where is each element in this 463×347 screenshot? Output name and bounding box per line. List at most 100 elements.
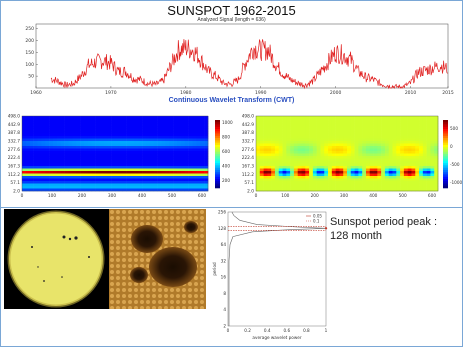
heatmap-cell: [149, 121, 155, 124]
heatmap-cell: [184, 136, 189, 139]
heatmap-cell: [324, 173, 329, 177]
heatmap-cell: [343, 126, 348, 129]
heatmap-cell: [115, 126, 120, 129]
heatmap-cell: [196, 126, 201, 129]
heatmap-cell: [161, 138, 166, 142]
heatmap-cell: [263, 161, 268, 164]
heatmap-cell: [134, 161, 139, 164]
heatmap-cell: [267, 146, 272, 149]
heatmap-cell: [365, 176, 371, 179]
heatmap-cell: [76, 168, 81, 172]
heatmap-cell: [278, 168, 283, 172]
colorbar-segment: [443, 160, 448, 164]
heatmap-cell: [146, 166, 151, 169]
heatmap-cell: [184, 143, 189, 147]
heatmap-cell: [99, 128, 104, 132]
heatmap-cell: [25, 186, 31, 189]
heatmap-cell: [196, 168, 201, 172]
heatmap-cell: [130, 166, 135, 169]
heatmap-cell: [161, 156, 166, 159]
heatmap-cell: [118, 118, 124, 122]
heatmap-cell: [107, 116, 112, 119]
heatmap-cell: [146, 133, 151, 137]
colorbar-segment: [215, 160, 220, 164]
heatmap-cell: [91, 171, 96, 174]
heatmap-cell: [149, 153, 155, 157]
colorbar-segment: [215, 185, 220, 189]
heatmap-cell: [297, 188, 302, 192]
heatmap-cell: [301, 168, 306, 172]
heatmap-cell: [204, 126, 209, 129]
heatmap-cell: [274, 183, 280, 187]
heatmap-cell: [126, 131, 131, 134]
heatmap-cell: [84, 156, 89, 159]
heatmap-cell: [149, 126, 155, 129]
heatmap-cell: [373, 176, 378, 179]
heatmap-cell: [388, 178, 393, 182]
heatmap-cell: [286, 168, 291, 172]
heatmap-cell: [407, 131, 412, 134]
heatmap-cell: [256, 118, 261, 122]
heatmap-cell: [381, 151, 386, 154]
heatmap-cell: [362, 121, 367, 124]
heatmap-cell: [293, 153, 299, 157]
colorbar-segment: [443, 169, 448, 173]
heatmap-cell: [316, 131, 321, 134]
heatmap-cell: [290, 181, 295, 184]
heatmap-cell: [103, 186, 108, 189]
heatmap-cell: [407, 121, 412, 124]
heatmap-cell: [184, 178, 189, 182]
heatmap-cell: [161, 116, 166, 119]
heatmap-cell: [196, 183, 201, 187]
heatmap-cell: [138, 143, 143, 147]
heatmap-cell: [37, 141, 42, 144]
heatmap-cell: [335, 171, 340, 174]
heatmap-cell: [153, 181, 158, 184]
heatmap-cell: [339, 131, 344, 134]
heatmap-cell: [29, 141, 34, 144]
heatmap-cell: [347, 171, 352, 174]
heatmap-cell: [309, 131, 314, 134]
heatmap-cell: [293, 156, 299, 159]
heatmap-cell: [134, 168, 139, 172]
heatmap-cell: [134, 126, 139, 129]
heatmap-cell: [184, 118, 189, 122]
heatmap-cell: [282, 126, 287, 129]
heatmap-cell: [415, 118, 420, 122]
heatmap-cell: [118, 141, 124, 144]
heatmap-cell: [259, 128, 264, 132]
heatmap-cell: [130, 181, 135, 184]
heatmap-cell: [392, 118, 397, 122]
heatmap-cell: [396, 121, 401, 124]
heatmap-cell: [60, 151, 65, 154]
heatmap-cell: [328, 141, 333, 144]
heatmap-cell: [362, 166, 367, 169]
heatmap-cell: [415, 171, 420, 174]
heatmap-cell: [278, 128, 283, 132]
heatmap-cell: [305, 128, 310, 132]
colorbar-segment: [215, 144, 220, 148]
heatmap-cell: [422, 153, 427, 157]
heatmap-cell: [53, 151, 58, 154]
heatmap-cell: [169, 131, 174, 134]
heatmap-cell: [377, 121, 382, 124]
heatmap-cell: [118, 123, 124, 127]
heatmap-cell: [415, 148, 420, 152]
heatmap-cell: [381, 158, 386, 162]
heatmap-cell: [184, 146, 189, 149]
heatmap-cell: [188, 118, 193, 122]
heatmap-cell: [278, 176, 283, 179]
heatmap-cell: [373, 163, 378, 167]
heatmap-cell: [68, 161, 73, 164]
heatmap-cell: [29, 118, 34, 122]
heatmap-cell: [196, 148, 201, 152]
heatmap-cell: [286, 121, 291, 124]
heatmap-cell: [426, 176, 431, 179]
heatmap-cell: [293, 126, 299, 129]
heatmap-cell: [290, 166, 295, 169]
heatmap-cell: [80, 163, 85, 167]
heatmap-cell: [126, 181, 131, 184]
colorbar-segment: [215, 120, 220, 123]
heatmap-cell: [369, 133, 374, 137]
heatmap-cell: [49, 176, 54, 179]
